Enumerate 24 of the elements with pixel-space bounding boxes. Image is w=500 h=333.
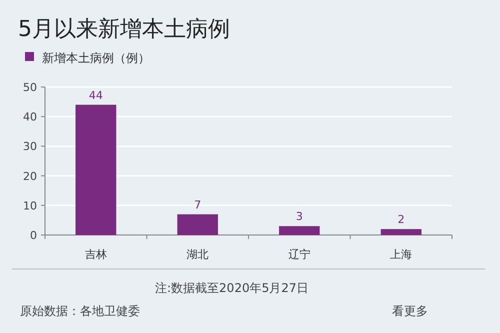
plot: 0 10 20 30 40 50 吉林 湖北 辽宁 上海 44 7 3 2 — [23, 81, 452, 261]
text: 原始数据：各地卫健委 — [20, 304, 140, 318]
bar — [177, 214, 218, 235]
chart-title: 5月以来新增本土病例 — [18, 17, 230, 42]
data-label: 7 — [194, 198, 202, 212]
bar — [279, 226, 320, 235]
text: 看更多 — [392, 304, 428, 318]
data-label: 2 — [398, 213, 405, 226]
legend-label: 新增本土病例（例） — [42, 51, 150, 65]
data-label: 3 — [296, 210, 303, 224]
y-tick-label: 0 — [30, 229, 37, 242]
x-tick-label: 上海 — [390, 248, 412, 261]
data-label: 44 — [88, 88, 103, 102]
text: 注:数据截至2020年5月27日 — [155, 281, 308, 295]
y-tick-label: 50 — [23, 81, 37, 94]
y-tick-label: 20 — [23, 170, 37, 183]
bar — [380, 229, 422, 235]
x-tick-label: 湖北 — [186, 248, 209, 261]
bar — [76, 104, 116, 235]
y-tick-label: 30 — [23, 140, 37, 154]
y-tick-label: 10 — [23, 199, 37, 212]
x-tick-label: 辽宁 — [288, 248, 310, 261]
x-tick-label: 吉林 — [84, 248, 107, 261]
y-tick-label: 40 — [23, 110, 37, 124]
